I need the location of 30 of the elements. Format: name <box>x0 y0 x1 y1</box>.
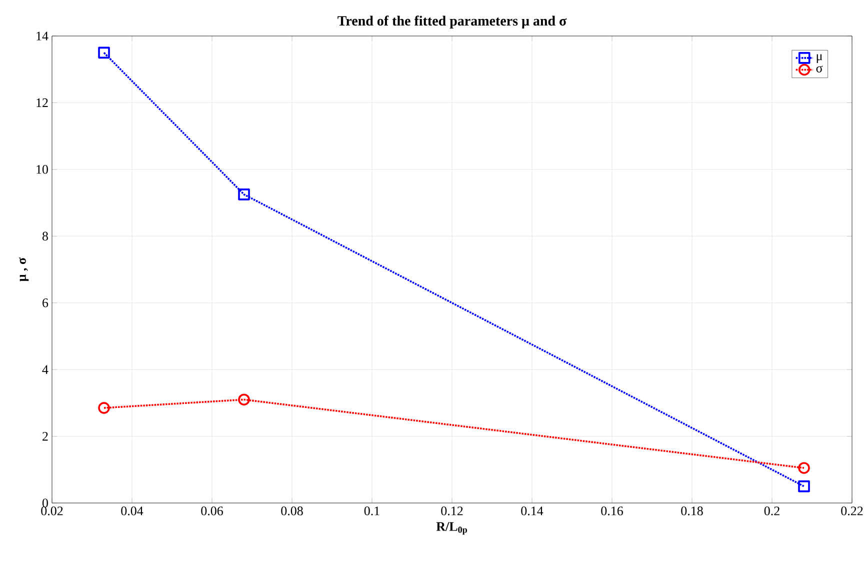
x-tick-label: 0.08 <box>281 506 303 516</box>
chart-title: Trend of the fitted parameters μ and σ <box>338 16 567 28</box>
x-tick-label: 0.2 <box>764 506 780 516</box>
y-tick-label: 14 <box>36 32 48 40</box>
legend-label: σ <box>816 66 823 72</box>
x-tick-label: 0.1 <box>364 506 380 516</box>
x-tick-label: 0.12 <box>441 506 463 516</box>
y-tick-label: 12 <box>36 98 48 108</box>
point <box>98 46 110 59</box>
x-tick-label: 0.18 <box>681 506 703 516</box>
y-tick-label: 10 <box>36 165 48 174</box>
point <box>798 480 810 492</box>
point <box>798 462 810 474</box>
x-tick-label: 0.16 <box>601 506 623 516</box>
x-tick-label: 0.06 <box>201 506 223 516</box>
y-tick-label: 6 <box>42 298 48 308</box>
y-axis-title: μ , σ <box>19 257 29 282</box>
point <box>98 402 110 414</box>
y-tick-label: 8 <box>42 232 48 241</box>
legend-label: μ <box>816 54 822 63</box>
y-tick-label: 2 <box>42 432 48 441</box>
x-tick-label: 0.02 <box>41 506 63 516</box>
point <box>238 394 250 406</box>
x-tick-label: 0.22 <box>841 506 863 516</box>
x-tick-label: 0.04 <box>121 506 144 516</box>
point <box>238 188 250 200</box>
x-axis-title: R/L$_{0p}$ <box>436 522 468 535</box>
y-tick-label: 0 <box>42 498 48 508</box>
x-tick-label: 0.14 <box>521 506 544 516</box>
y-tick-label: 4 <box>42 365 48 374</box>
